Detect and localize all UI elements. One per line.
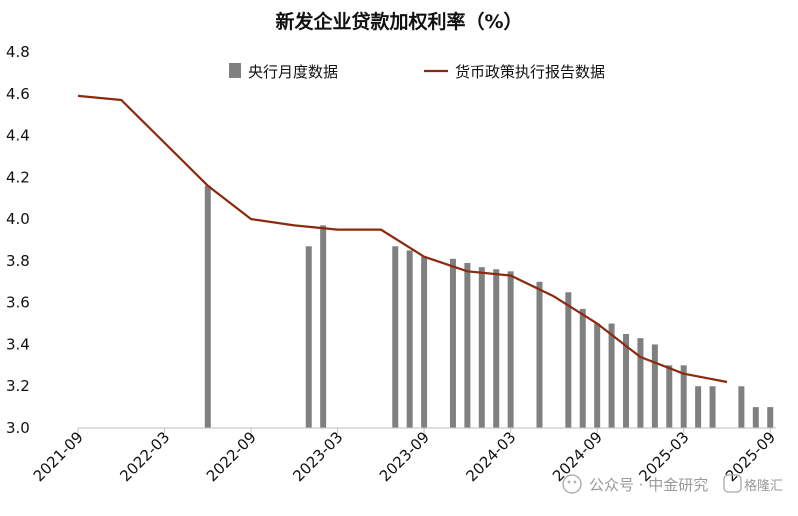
y-axis: 3.0 3.2 3.4 3.6 3.8 4.0 4.2 4.4 4.6 4.8 xyxy=(6,43,30,437)
y-tick-label: 4.6 xyxy=(6,85,30,103)
bar xyxy=(752,407,759,428)
bar xyxy=(449,258,456,428)
y-tick-label: 3.2 xyxy=(6,377,30,395)
legend-bar-swatch xyxy=(229,63,241,78)
legend-line-label: 货币政策执行报告数据 xyxy=(455,63,605,81)
watermark: 公众号 · 中金研究 xyxy=(562,474,708,494)
x-tick-label: 2024-03 xyxy=(462,428,519,485)
bar xyxy=(579,308,586,428)
y-tick-label: 4.4 xyxy=(6,127,30,145)
bar xyxy=(536,281,543,428)
bar xyxy=(695,386,702,428)
x-tick-label: 2022-09 xyxy=(203,428,260,485)
x-tick-label: 2023-03 xyxy=(289,428,346,485)
bar xyxy=(738,386,745,428)
watermark-text: 公众号 · 中金研究 xyxy=(589,476,708,494)
bar xyxy=(464,262,471,428)
bar xyxy=(767,407,774,428)
x-tick-label: 2021-09 xyxy=(30,428,87,485)
bar xyxy=(421,256,428,428)
publisher-badge-icon xyxy=(723,474,742,493)
wechat-icon-dot xyxy=(573,480,577,484)
bar xyxy=(406,250,413,428)
legend-bar-label: 央行月度数据 xyxy=(248,63,338,81)
bar xyxy=(666,365,673,428)
y-tick-label: 4.0 xyxy=(6,210,30,228)
y-tick-label: 3.4 xyxy=(6,335,30,353)
bar xyxy=(305,246,312,428)
bar xyxy=(507,271,514,428)
bar xyxy=(478,267,485,428)
y-tick-label: 3.6 xyxy=(6,294,30,312)
publisher-badge-text: 格隆汇 xyxy=(744,478,783,494)
bar xyxy=(565,292,572,428)
legend: 央行月度数据 货币政策执行报告数据 xyxy=(229,63,605,81)
bar xyxy=(594,323,601,428)
y-tick-label: 4.2 xyxy=(6,168,30,186)
bar xyxy=(493,269,500,428)
bar xyxy=(204,185,211,428)
bar xyxy=(709,386,716,428)
publisher-badge: 格隆汇 xyxy=(723,474,783,494)
wechat-icon-dot xyxy=(567,480,571,484)
y-tick-label: 4.8 xyxy=(6,43,30,61)
bar xyxy=(623,334,630,428)
line-series xyxy=(77,94,728,384)
bar xyxy=(320,225,327,428)
chart-title: 新发企业贷款加权利率（%） xyxy=(275,10,522,33)
bar xyxy=(680,365,687,428)
x-tick-label: 2023-09 xyxy=(376,428,433,485)
wechat-icon xyxy=(562,474,582,494)
bar xyxy=(608,323,615,428)
y-tick-label: 3.8 xyxy=(6,252,30,270)
bar-series xyxy=(204,185,774,428)
x-tick-label: 2022-03 xyxy=(116,428,173,485)
bar xyxy=(651,344,658,428)
bar xyxy=(392,246,399,428)
x-tick-label: 2025-09 xyxy=(722,428,779,485)
y-tick-label: 3.0 xyxy=(6,419,30,437)
bar xyxy=(637,338,644,428)
